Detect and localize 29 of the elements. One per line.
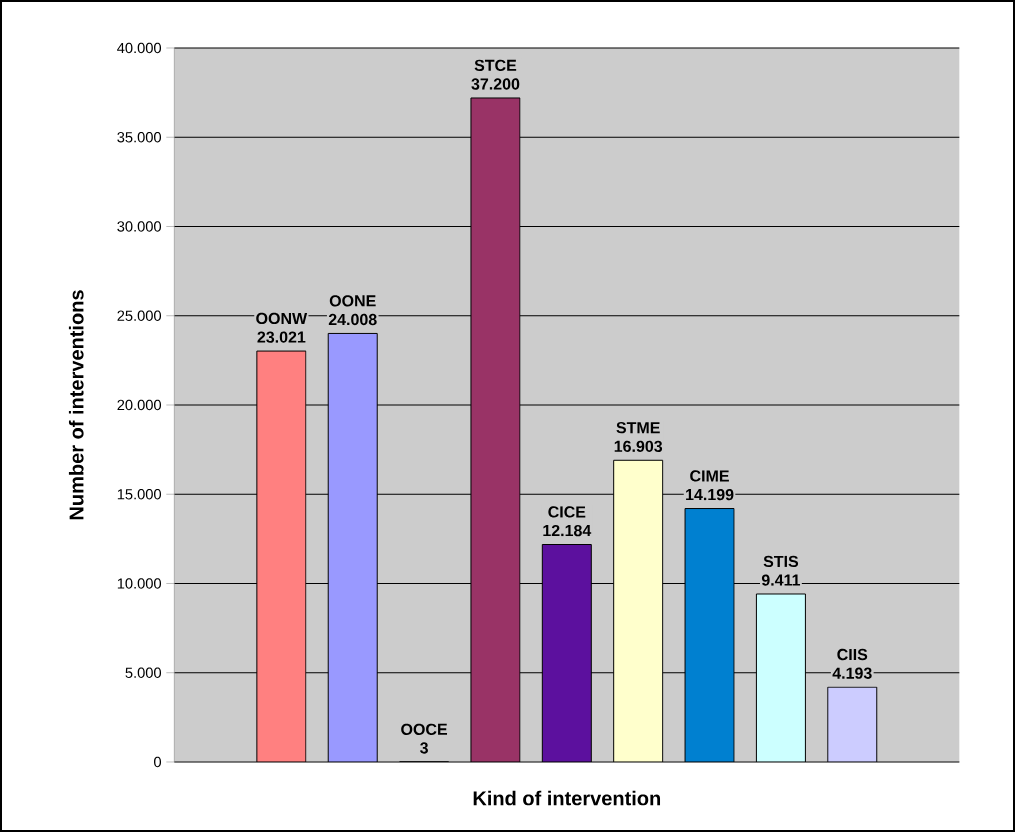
data-label: 9.411 [761,574,801,586]
data-label: 16.903 [614,440,663,453]
annotation: OOCE [401,723,448,735]
x-axis-title: Kind of intervention [473,790,661,806]
data-label: 3 [420,742,428,754]
y-tick-label: 0 [154,756,162,768]
y-tick-label: 10.000 [117,578,162,589]
annotation: OONE [329,295,376,307]
annotation: CIME [690,470,729,482]
data-label: 12.184 [543,524,592,537]
y-axis-title: Number of interventions [68,290,84,520]
annotation: CIIS [837,648,868,661]
annotation: CICE [548,506,586,518]
y-tick-label: 15.000 [117,489,162,500]
annotation: STME [616,421,660,434]
y-tick-label: 30.000 [117,221,162,232]
data-label: 37.200 [471,78,520,90]
data-label: 4.193 [832,667,872,679]
y-tick-label: 25.000 [117,310,162,321]
y-tick-label: 35.000 [117,132,162,143]
data-label: 24.008 [328,313,377,326]
data-label: 14.199 [686,488,734,501]
annotation: STCE [474,59,517,72]
y-tick-label: 5.000 [125,667,162,678]
annotation: OONW [256,312,308,325]
data-label: 23.021 [257,331,306,343]
y-tick-label: 20.000 [117,399,162,411]
annotation: STIS [763,555,799,568]
y-tick-label: 40.000 [117,42,162,54]
